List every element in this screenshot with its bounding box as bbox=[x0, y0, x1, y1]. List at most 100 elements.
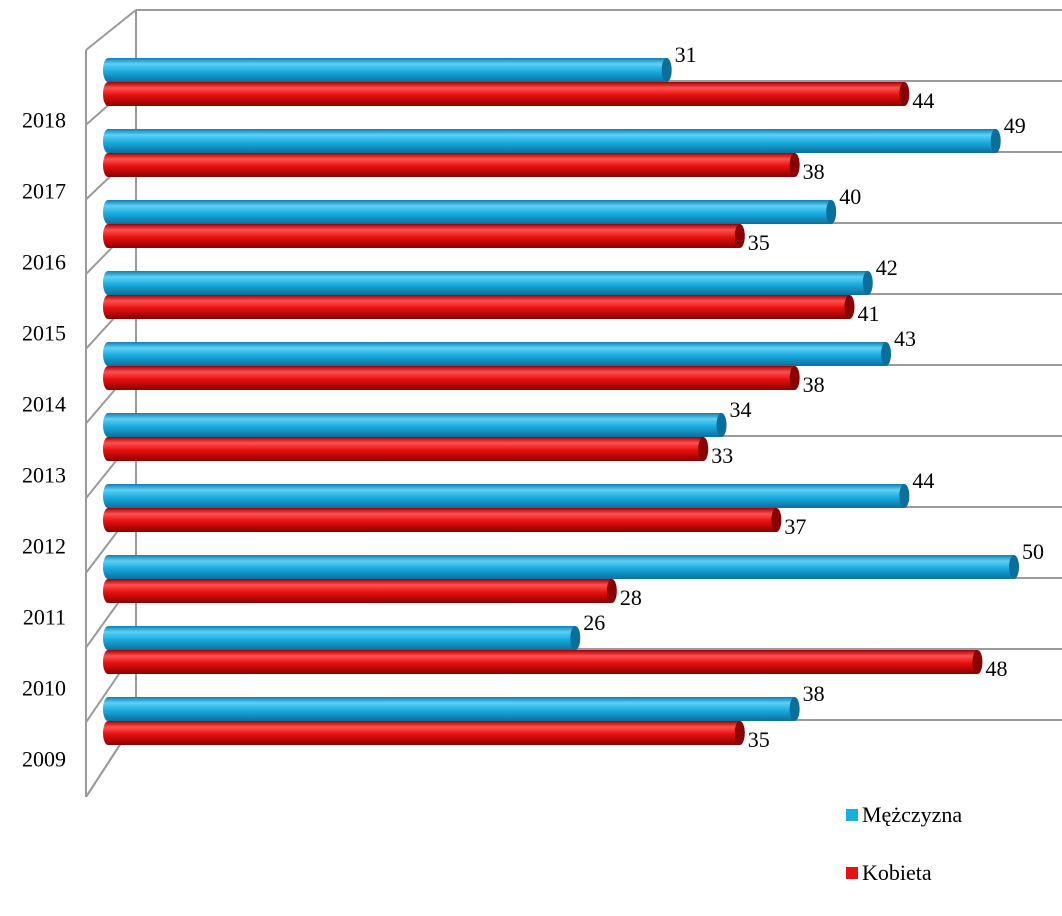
data-label: 48 bbox=[985, 656, 1007, 681]
bar-kobieta bbox=[108, 437, 704, 461]
data-label: 50 bbox=[1022, 539, 1044, 564]
bar-end-cap bbox=[570, 626, 581, 650]
bar-mezczyzna bbox=[108, 200, 832, 224]
data-label: 44 bbox=[912, 468, 934, 493]
bar-start-cap bbox=[103, 200, 113, 224]
y-tick-label: 2014 bbox=[22, 392, 66, 417]
bar-start-cap bbox=[103, 271, 113, 295]
data-label: 26 bbox=[583, 610, 605, 635]
bar-end-cap bbox=[771, 508, 782, 532]
bar-mezczyzna bbox=[108, 342, 887, 366]
bar-end-cap bbox=[789, 697, 800, 721]
bar-start-cap bbox=[103, 58, 113, 82]
bar-kobieta bbox=[108, 366, 795, 390]
data-labels: 31 44 49 38 40 35 42 41 43 38 34 33 44 37 50 28 26 48 38 35 bbox=[583, 42, 1044, 752]
bar-end-cap bbox=[899, 82, 910, 106]
bar-start-cap bbox=[103, 626, 113, 650]
bar-end-cap bbox=[606, 579, 617, 603]
bar-mezczyzna bbox=[108, 697, 795, 721]
bar-end-cap bbox=[844, 295, 855, 319]
data-label: 35 bbox=[748, 230, 770, 255]
bar-end-cap bbox=[789, 366, 800, 390]
y-tick-label: 2018 bbox=[22, 108, 66, 133]
bar-start-cap bbox=[103, 650, 113, 674]
bar-start-cap bbox=[103, 413, 113, 437]
data-label: 38 bbox=[803, 681, 825, 706]
data-label: 33 bbox=[711, 443, 733, 468]
bar-mezczyzna bbox=[108, 413, 722, 437]
bar-start-cap bbox=[103, 129, 113, 153]
bar-end-cap bbox=[899, 484, 910, 508]
data-label: 40 bbox=[839, 184, 861, 209]
data-label: 44 bbox=[912, 88, 934, 113]
bar-mezczyzna bbox=[108, 555, 1014, 579]
data-label: 38 bbox=[803, 159, 825, 184]
legend-swatch-series-1 bbox=[846, 809, 858, 821]
bar-chart: 2018 2017 2016 2015 2014 2013 2012 2011 2010 2009… bbox=[22, 9, 1062, 798]
y-tick-label: 2011 bbox=[23, 605, 66, 630]
data-label: 43 bbox=[894, 326, 916, 351]
bar-start-cap bbox=[103, 366, 113, 390]
y-tick-label: 2016 bbox=[22, 250, 66, 275]
bar-end-cap bbox=[698, 437, 709, 461]
legend-label-series-1: Mężczyzna bbox=[862, 802, 963, 827]
data-label: 34 bbox=[730, 397, 752, 422]
y-tick-label: 2013 bbox=[22, 463, 66, 488]
bar-start-cap bbox=[103, 697, 113, 721]
bars bbox=[103, 58, 1019, 745]
bar-end-cap bbox=[734, 224, 745, 248]
data-label: 35 bbox=[748, 727, 770, 752]
bar-end-cap bbox=[661, 58, 672, 82]
y-tick-label: 2015 bbox=[22, 321, 66, 346]
data-label: 41 bbox=[857, 301, 879, 326]
bar-start-cap bbox=[103, 721, 113, 745]
data-label: 49 bbox=[1004, 113, 1026, 138]
y-tick-label: 2017 bbox=[22, 179, 66, 204]
bar-kobieta bbox=[108, 224, 740, 248]
bar-mezczyzna bbox=[108, 129, 996, 153]
bar-mezczyzna bbox=[108, 271, 868, 295]
legend-item-series-2: Kobieta bbox=[846, 858, 962, 888]
y-axis-ticks: 2018 2017 2016 2015 2014 2013 2012 2011 2010 2009 bbox=[22, 108, 66, 772]
bar-end-cap bbox=[881, 342, 892, 366]
legend-label-series-2: Kobieta bbox=[862, 860, 932, 885]
bar-start-cap bbox=[103, 82, 113, 106]
bar-end-cap bbox=[862, 271, 873, 295]
bar-start-cap bbox=[103, 508, 113, 532]
frame-top-diagonal bbox=[85, 9, 137, 51]
bar-end-cap bbox=[972, 650, 983, 674]
data-label: 31 bbox=[675, 42, 697, 67]
bar-start-cap bbox=[103, 555, 113, 579]
bar-end-cap bbox=[789, 153, 800, 177]
bar-mezczyzna bbox=[108, 484, 905, 508]
bar-kobieta bbox=[108, 508, 777, 532]
bar-start-cap bbox=[103, 579, 113, 603]
bar-end-cap bbox=[1009, 555, 1019, 579]
bar-end-cap bbox=[990, 129, 1001, 153]
plot-frame bbox=[85, 9, 1062, 798]
bar-end-cap bbox=[734, 721, 745, 745]
y-tick-label: 2010 bbox=[22, 676, 66, 701]
bar-kobieta bbox=[108, 650, 978, 674]
bar-start-cap bbox=[103, 342, 113, 366]
legend-swatch-series-2 bbox=[846, 867, 858, 879]
bar-kobieta bbox=[108, 295, 850, 319]
legend-item-series-1: Mężczyzna bbox=[846, 800, 962, 830]
legend: Mężczyzna Kobieta bbox=[846, 800, 962, 916]
bar-kobieta bbox=[108, 153, 795, 177]
bar-start-cap bbox=[103, 224, 113, 248]
bar-start-cap bbox=[103, 437, 113, 461]
bar-start-cap bbox=[103, 484, 113, 508]
y-tick-label: 2012 bbox=[22, 534, 66, 559]
y-tick-label: 2009 bbox=[22, 747, 66, 772]
bar-mezczyzna bbox=[108, 58, 667, 82]
bar-mezczyzna bbox=[108, 626, 576, 650]
bar-kobieta bbox=[108, 721, 740, 745]
data-label: 37 bbox=[784, 514, 806, 539]
bar-kobieta bbox=[108, 82, 905, 106]
bar-kobieta bbox=[108, 579, 612, 603]
data-label: 38 bbox=[803, 372, 825, 397]
bar-start-cap bbox=[103, 153, 113, 177]
data-label: 42 bbox=[876, 255, 898, 280]
bar-end-cap bbox=[716, 413, 727, 437]
